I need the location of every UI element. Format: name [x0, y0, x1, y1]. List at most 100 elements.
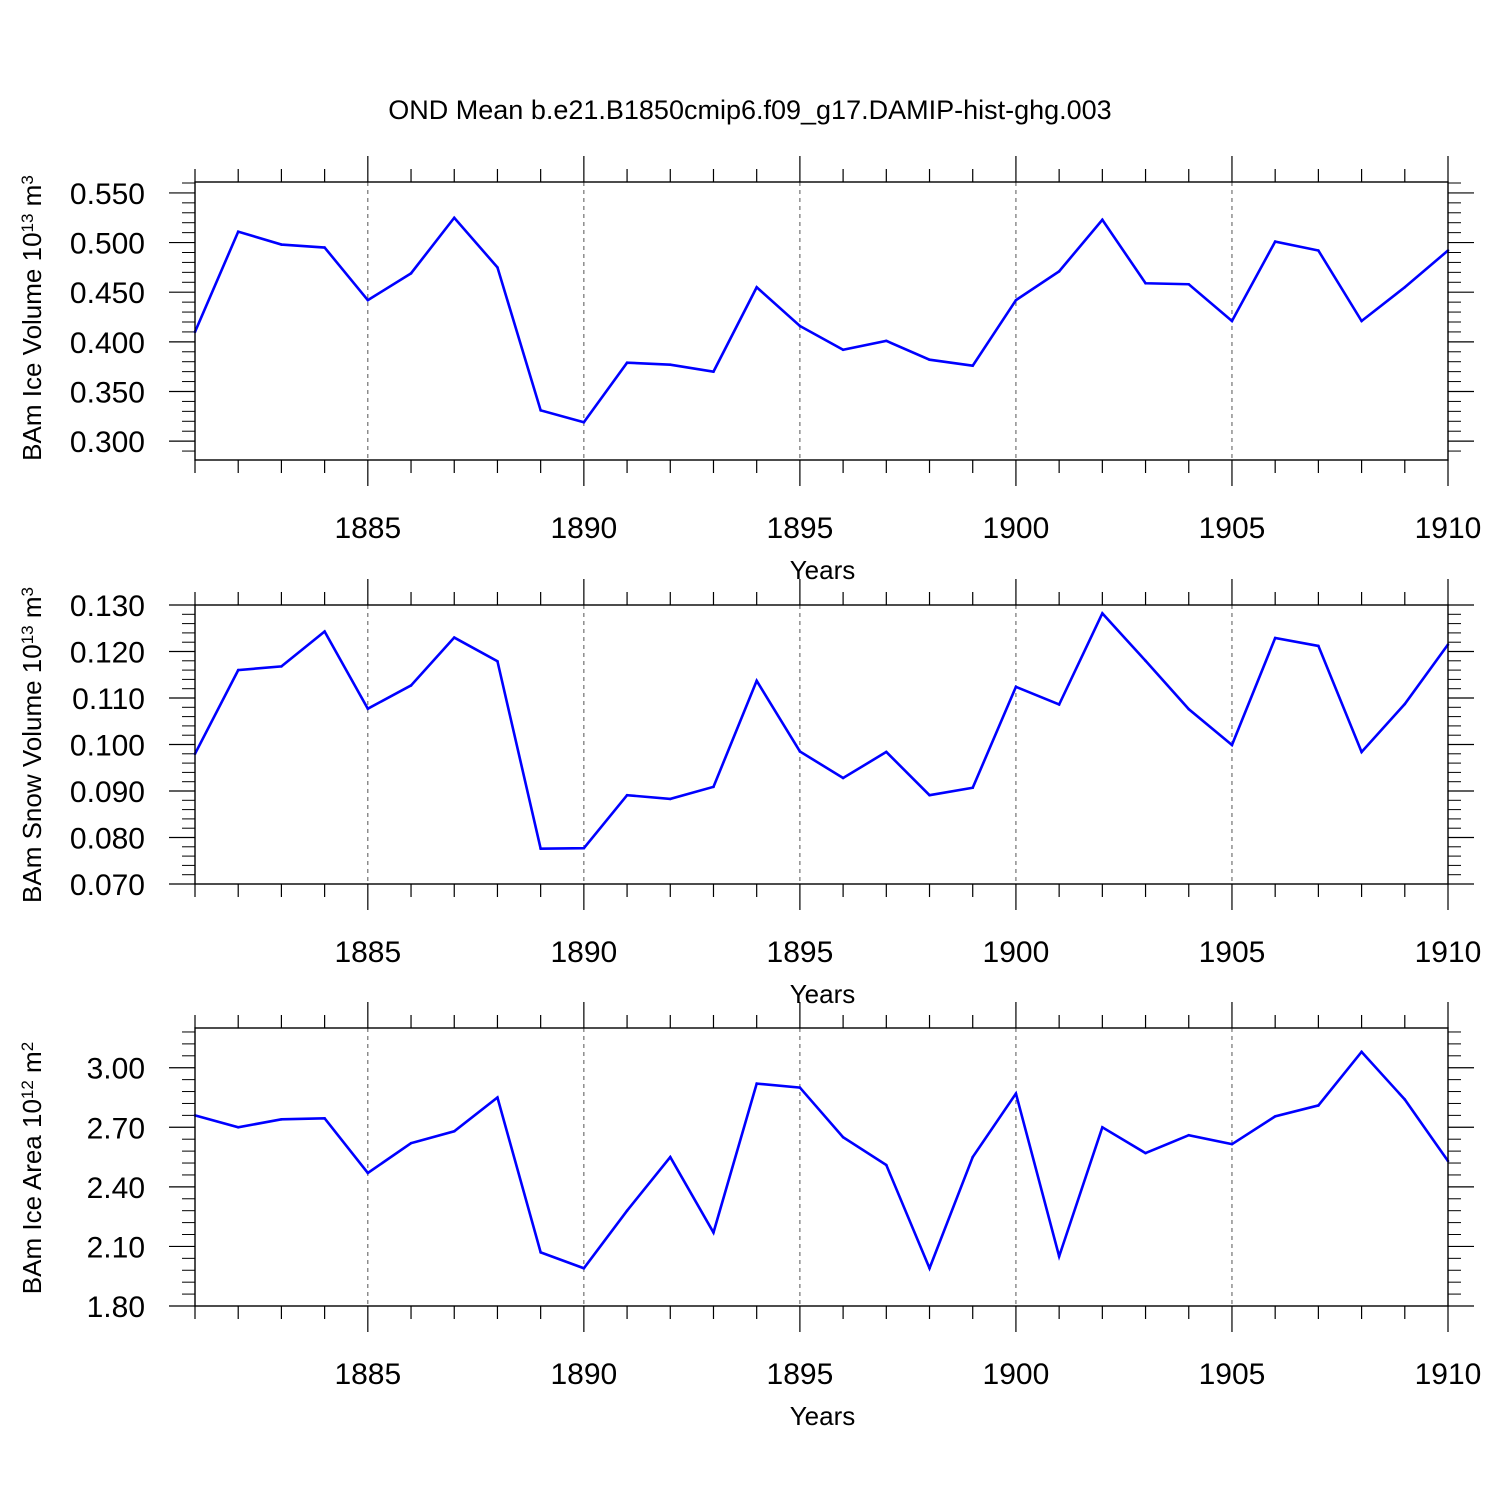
y-axis-label-superscript: 13	[18, 625, 37, 644]
data-point	[409, 1141, 413, 1145]
y-tick-label: 0.350	[70, 376, 145, 409]
data-point	[409, 684, 413, 687]
data-point	[452, 216, 456, 220]
x-tick-label: 1910	[1415, 936, 1482, 969]
x-axis-label: Years	[790, 979, 856, 1009]
data-point	[1360, 750, 1363, 754]
y-tick-label: 2.70	[87, 1112, 145, 1145]
data-point	[1144, 1151, 1147, 1155]
data-point	[712, 370, 715, 373]
data-point	[928, 1266, 931, 1270]
data-point	[1230, 319, 1234, 323]
x-tick-label: 1900	[983, 1358, 1050, 1391]
data-point	[971, 1155, 975, 1159]
y-axis-label-text: BAm Ice Area 10	[17, 1099, 47, 1294]
x-tick-label: 1885	[334, 936, 401, 969]
data-point	[1273, 636, 1277, 640]
x-tick-label: 1910	[1415, 512, 1482, 545]
data-point	[798, 324, 802, 328]
y-axis-label-text: m	[17, 1051, 47, 1080]
data-point	[1014, 298, 1018, 302]
x-tick-label: 1885	[334, 1358, 401, 1391]
x-tick-label: 1895	[767, 936, 834, 969]
data-point	[971, 786, 975, 790]
data-point	[1014, 1092, 1018, 1095]
y-axis-label: BAm Ice Area 1012 m2	[17, 1042, 47, 1294]
y-tick-label: 0.090	[70, 776, 145, 809]
y-tick-label: 2.10	[87, 1231, 145, 1264]
x-axis-label: Years	[790, 1401, 856, 1431]
y-axis-label-superscript: 3	[18, 587, 37, 596]
data-point	[366, 298, 370, 302]
x-tick-label: 1910	[1415, 1358, 1482, 1391]
data-point	[712, 785, 715, 789]
data-point	[236, 1125, 240, 1129]
data-point	[625, 1209, 629, 1212]
data-point	[712, 1231, 715, 1234]
y-axis-label-text: BAm Ice Volume 10	[17, 232, 47, 460]
data-point	[366, 707, 370, 710]
data-point	[1101, 218, 1104, 222]
data-point	[668, 797, 672, 801]
y-axis-label-superscript: 3	[18, 175, 37, 184]
chart-title: OND Mean b.e21.B1850cmip6.f09_g17.DAMIP-…	[388, 95, 1111, 125]
data-point	[1057, 703, 1061, 706]
series-line	[193, 611, 1450, 850]
y-axis-label-text: m	[17, 185, 47, 214]
data-point	[280, 665, 283, 668]
data-point	[1014, 685, 1018, 689]
data-point	[1360, 319, 1363, 323]
y-tick-label: 0.110	[72, 683, 145, 716]
x-axis-label: Years	[790, 555, 856, 585]
data-point	[1403, 1098, 1407, 1101]
y-tick-label: 0.080	[70, 823, 145, 856]
x-tick-label: 1900	[983, 936, 1050, 969]
data-point	[841, 776, 845, 780]
data-point	[323, 630, 326, 633]
series-line	[193, 215, 1449, 424]
data-point	[1317, 249, 1320, 252]
data-point	[668, 363, 672, 366]
data-point	[1187, 1133, 1191, 1137]
plot-frame	[194, 1027, 1449, 1307]
data-point	[582, 1266, 586, 1270]
data-point	[539, 847, 542, 850]
y-tick-label: 1.80	[87, 1291, 145, 1324]
x-tick-label: 1905	[1199, 512, 1266, 545]
data-point	[1101, 1125, 1104, 1129]
data-point	[409, 272, 413, 275]
y-tick-label: 3.00	[87, 1053, 145, 1086]
y-tick-label: 2.40	[87, 1172, 145, 1205]
x-tick-label: 1890	[550, 936, 617, 969]
data-point	[1230, 743, 1234, 747]
data-point	[1403, 702, 1407, 706]
y-tick-label: 0.070	[70, 869, 145, 902]
x-tick-label: 1900	[983, 512, 1050, 545]
data-point	[236, 668, 240, 672]
data-point	[1403, 285, 1407, 289]
y-axis-label-superscript: 12	[18, 1080, 37, 1099]
y-tick-label: 0.450	[70, 277, 145, 310]
y-axis-label-text: m	[17, 596, 47, 625]
y-axis-label-superscript: 13	[18, 214, 37, 233]
data-point	[539, 409, 542, 412]
data-point	[236, 230, 240, 233]
data-point	[885, 1163, 888, 1167]
x-tick-label: 1885	[334, 512, 401, 545]
data-point	[1187, 282, 1191, 286]
x-tick-label: 1895	[767, 1358, 834, 1391]
data-point	[1101, 612, 1104, 615]
data-point	[280, 1118, 283, 1121]
data-point	[841, 1135, 845, 1139]
plot-frame	[194, 604, 1449, 885]
data-point	[928, 793, 931, 797]
data-point	[668, 1155, 672, 1159]
data-point	[885, 339, 888, 343]
chart-panel-2: 0.070 0.080 0.090 0.100 0.110 0.120 0.130 1885 1…	[17, 579, 1481, 1009]
data-point	[1057, 1255, 1061, 1258]
x-tick-label: 1905	[1199, 1358, 1266, 1391]
x-tick-label: 1890	[550, 512, 617, 545]
data-point	[366, 1171, 370, 1175]
